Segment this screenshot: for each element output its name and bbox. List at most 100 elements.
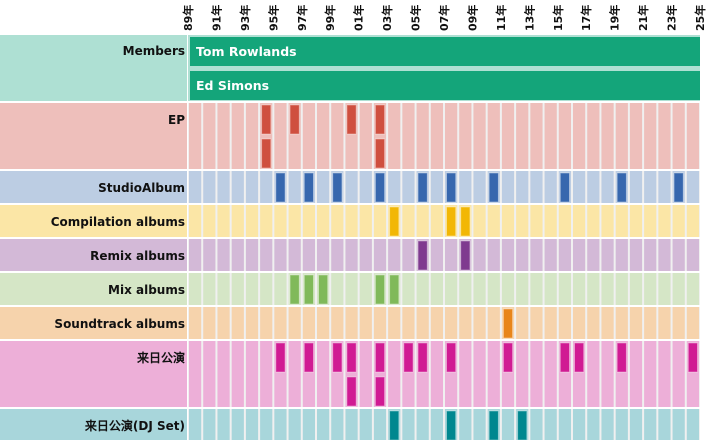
event-mark bbox=[517, 410, 528, 440]
grid-cell bbox=[359, 307, 372, 339]
grid-cell bbox=[615, 273, 628, 305]
row-grid-bg bbox=[188, 171, 700, 203]
members-label: Members bbox=[123, 44, 185, 58]
grid-cell bbox=[672, 239, 685, 271]
event-mark bbox=[446, 342, 457, 373]
grid-cell bbox=[302, 205, 315, 237]
grid-cell bbox=[558, 409, 571, 440]
grid-cell bbox=[587, 103, 600, 169]
grid-cell bbox=[402, 103, 415, 169]
grid-cell bbox=[516, 239, 529, 271]
grid-cell bbox=[189, 273, 202, 305]
member-bar bbox=[190, 37, 700, 66]
grid-cell bbox=[402, 239, 415, 271]
grid-cell bbox=[530, 307, 543, 339]
grid-cell bbox=[629, 205, 643, 237]
row-label-cell bbox=[0, 409, 187, 440]
grid-cell bbox=[686, 273, 699, 305]
grid-cell bbox=[302, 239, 315, 271]
event-mark bbox=[374, 376, 386, 407]
grid-cell bbox=[331, 273, 344, 305]
grid-cell bbox=[231, 239, 244, 271]
grid-cell bbox=[615, 205, 628, 237]
x-tick-label: 15年 bbox=[551, 5, 565, 31]
grid-cell bbox=[388, 307, 401, 339]
row-label: 来日公演(DJ Set) bbox=[84, 418, 185, 433]
grid-cell bbox=[530, 409, 543, 440]
grid-cell bbox=[245, 341, 259, 407]
grid-cell bbox=[416, 273, 429, 305]
grid-cell bbox=[644, 205, 657, 237]
grid-cell bbox=[274, 307, 287, 339]
x-tick-label: 25年 bbox=[693, 5, 707, 31]
grid-cell bbox=[587, 239, 600, 271]
grid-cell bbox=[288, 341, 301, 407]
grid-cell bbox=[217, 103, 230, 169]
grid-cell bbox=[629, 409, 643, 440]
grid-cell bbox=[573, 205, 586, 237]
grid-cell bbox=[231, 409, 244, 440]
row-label: 来日公演 bbox=[136, 350, 185, 365]
grid-cell bbox=[430, 205, 443, 237]
members-row: Members Tom Rowlands Ed Simons bbox=[0, 35, 700, 101]
grid-cell bbox=[274, 205, 287, 237]
grid-cell bbox=[430, 341, 443, 407]
grid-cell bbox=[359, 409, 372, 440]
grid-cell bbox=[473, 239, 486, 271]
grid-cell bbox=[601, 307, 614, 339]
x-tick-label: 01年 bbox=[352, 5, 366, 31]
grid-cell bbox=[430, 307, 443, 339]
grid-cell bbox=[487, 205, 500, 237]
grid-cell bbox=[359, 103, 372, 169]
grid-cell bbox=[544, 239, 557, 271]
grid-cell bbox=[345, 205, 358, 237]
row-grid-bg bbox=[188, 273, 700, 305]
event-mark bbox=[303, 274, 314, 305]
grid-cell bbox=[416, 103, 429, 169]
event-mark bbox=[303, 172, 314, 203]
event-mark bbox=[446, 410, 457, 440]
grid-cell bbox=[317, 171, 330, 203]
grid-cell bbox=[203, 103, 216, 169]
grid-cell bbox=[245, 307, 259, 339]
row-6: 来日公演 bbox=[0, 341, 700, 407]
grid-cell bbox=[388, 341, 401, 407]
grid-cell bbox=[672, 103, 685, 169]
grid-cell bbox=[601, 341, 614, 407]
grid-cell bbox=[587, 409, 600, 440]
grid-cell bbox=[231, 205, 244, 237]
grid-cell bbox=[217, 341, 230, 407]
grid-cell bbox=[260, 307, 273, 339]
row-grid-bg bbox=[188, 103, 700, 169]
grid-cell bbox=[501, 273, 515, 305]
event-mark bbox=[403, 342, 414, 373]
row-grid-bg bbox=[188, 409, 700, 440]
grid-cell bbox=[274, 409, 287, 440]
grid-cell bbox=[288, 171, 301, 203]
x-tick-label: 03年 bbox=[380, 5, 394, 31]
grid-cell bbox=[430, 171, 443, 203]
row-grid-bg bbox=[188, 341, 700, 407]
grid-cell bbox=[231, 341, 244, 407]
event-mark bbox=[574, 342, 585, 373]
grid-cell bbox=[644, 409, 657, 440]
x-tick-label: 17年 bbox=[579, 5, 593, 31]
x-tick-label: 23年 bbox=[665, 5, 679, 31]
grid-cell bbox=[644, 103, 657, 169]
grid-cell bbox=[644, 239, 657, 271]
grid-cell bbox=[487, 307, 500, 339]
grid-cell bbox=[189, 341, 202, 407]
grid-cell bbox=[501, 409, 515, 440]
grid-cell bbox=[629, 239, 643, 271]
grid-cell bbox=[672, 205, 685, 237]
grid-cell bbox=[402, 409, 415, 440]
grid-cell bbox=[317, 409, 330, 440]
row-label: Remix albums bbox=[90, 249, 185, 263]
event-mark bbox=[417, 240, 428, 271]
x-tick-label: 91年 bbox=[209, 5, 223, 31]
grid-cell bbox=[686, 307, 699, 339]
grid-cell bbox=[217, 273, 230, 305]
grid-cell bbox=[245, 273, 259, 305]
grid-cell bbox=[217, 205, 230, 237]
event-mark bbox=[460, 206, 471, 237]
